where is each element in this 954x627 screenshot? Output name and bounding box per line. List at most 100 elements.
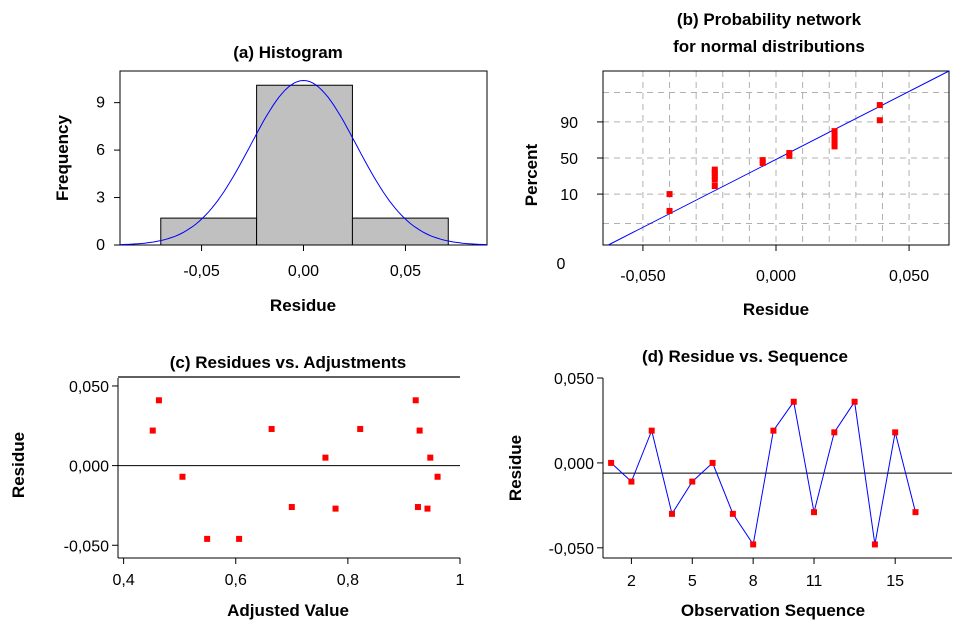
panel-a-plot: -0,05 0,00 0,05 0 3 6 9 <box>96 70 488 280</box>
sequence-line <box>610 400 916 546</box>
probability-point-15 <box>831 133 838 140</box>
panel-b: (b) Probability network for normal distr… <box>522 10 950 319</box>
panel-d-y-label: Residue <box>506 435 525 501</box>
probability-point-7 <box>711 166 718 173</box>
residual-point-4 <box>204 535 211 542</box>
residual-point-13 <box>416 427 423 434</box>
panel-a-y-tick-label-3: 6 <box>96 142 105 159</box>
probability-point-12 <box>831 143 838 150</box>
sequence-point-3 <box>648 427 655 434</box>
panel-c: (c) Residues vs. Adjustments Residue Adj… <box>9 353 465 620</box>
panel-c-x-tick-label-1: 0,4 <box>112 572 134 589</box>
residual-point-9 <box>332 505 339 512</box>
sequence-point-12 <box>831 429 838 436</box>
panel-a: (a) Histogram Frequency Residue -0,05 0,0… <box>53 43 488 315</box>
residual-point-10 <box>357 425 364 432</box>
probability-fit-line <box>608 70 950 246</box>
panel-b-y-label: Percent <box>522 143 541 206</box>
sequence-point-10 <box>790 398 797 405</box>
panel-d-y-tick-label-3: 0,050 <box>554 371 594 388</box>
panel-d: (d) Residue vs. Sequence Residue Observa… <box>506 347 952 620</box>
panel-d-x-tick-label-5: 15 <box>886 573 904 590</box>
panel-a-y-tick-label-1: 0 <box>96 237 105 254</box>
panel-d-y-tick-label-2: 0,000 <box>554 456 594 473</box>
panel-b-y-tick-label-1: 10 <box>560 187 578 204</box>
probability-point-14 <box>831 136 838 143</box>
panel-b-x-label: Residue <box>743 300 809 319</box>
panel-c-x-tick-label-4: 1 <box>456 572 465 589</box>
panel-c-x-label: Adjusted Value <box>227 601 349 620</box>
residual-point-16 <box>434 473 441 480</box>
residual-point-15 <box>427 454 434 461</box>
probability-point-3 <box>711 182 718 189</box>
probability-point-1 <box>666 207 673 214</box>
sequence-point-7 <box>729 510 736 517</box>
normal-fit-curve <box>119 79 488 246</box>
sequence-point-15 <box>892 429 899 436</box>
panel-d-y-tick-label-1: -0,050 <box>549 541 594 558</box>
panel-c-plot: 0,4 0,6 0,8 1 -0,050 0,000 0,050 <box>64 378 465 589</box>
panel-c-title: (c) Residues vs. Adjustments <box>170 353 407 372</box>
sequence-point-11 <box>811 509 818 516</box>
panel-a-x-tick-label-1: -0,05 <box>183 263 220 280</box>
residual-point-1 <box>149 427 156 434</box>
panel-b-x-tick-label-1: -0,050 <box>620 268 665 285</box>
sequence-point-9 <box>770 427 777 434</box>
residual-point-12 <box>414 504 421 511</box>
panel-a-y-label: Frequency <box>53 114 72 201</box>
panel-b-x-tick-label-3: 0,050 <box>889 268 929 285</box>
panel-d-x-tick-label-4: 11 <box>806 573 823 590</box>
panel-a-x-label: Residue <box>270 296 336 315</box>
sequence-point-14 <box>871 541 878 548</box>
probability-point-16 <box>831 128 838 135</box>
histogram-bar-3 <box>351 217 449 246</box>
sequence-point-13 <box>851 398 858 405</box>
panel-b-y-tick-label-2: 50 <box>560 151 578 168</box>
probability-point-5 <box>711 173 718 180</box>
panel-d-x-tick-label-2: 5 <box>688 573 697 590</box>
panel-a-y-label-group: Frequency <box>53 114 72 201</box>
sequence-point-2 <box>628 478 635 485</box>
residual-point-2 <box>155 397 162 404</box>
panel-b-title-line-1: (b) Probability network <box>677 10 862 29</box>
residual-point-11 <box>412 397 419 404</box>
residual-point-14 <box>424 505 431 512</box>
panel-c-x-tick-label-2: 0,6 <box>225 572 247 589</box>
panel-c-y-tick-label-3: 0,050 <box>69 379 109 396</box>
histogram-bar-1 <box>160 217 258 246</box>
panel-d-plot: 2 5 8 11 15 -0,050 0,000 0,050 <box>549 371 952 590</box>
panel-d-title: (d) Residue vs. Sequence <box>642 347 848 366</box>
residual-point-8 <box>322 454 329 461</box>
panel-a-x-tick-label-2: 0,00 <box>288 263 319 280</box>
panel-c-y-tick-label-1: -0,050 <box>64 538 109 555</box>
residual-point-5 <box>236 535 243 542</box>
panel-b-y-tick-label-3: 90 <box>560 115 578 132</box>
panel-c-y-tick-label-2: 0,000 <box>69 459 109 476</box>
sequence-point-8 <box>750 541 757 548</box>
panel-d-x-tick-label-1: 2 <box>627 573 636 590</box>
sequence-point-1 <box>608 459 615 466</box>
probability-point-11 <box>786 150 793 157</box>
probability-point-17 <box>876 117 883 124</box>
histogram-bar-2 <box>256 84 353 246</box>
probability-point-13 <box>831 140 838 147</box>
panel-d-x-label: Observation Sequence <box>681 601 865 620</box>
panel-a-title-text: (a) Histogram <box>233 43 343 62</box>
panel-a-y-tick-label-4: 9 <box>96 95 105 112</box>
probability-point-2 <box>666 191 673 198</box>
panel-b-title-line-2: for normal distributions <box>673 37 865 56</box>
residual-point-3 <box>179 473 186 480</box>
probability-point-6 <box>711 169 718 176</box>
panel-a-title: (a) Histogram <box>233 43 343 62</box>
panel-b-plot: -0,050 0,000 0,050 10 50 90 <box>560 70 950 285</box>
residual-point-6 <box>268 425 275 432</box>
residual-point-7 <box>288 504 295 511</box>
probability-point-9 <box>759 157 766 164</box>
sequence-point-16 <box>912 509 919 516</box>
sequence-point-5 <box>689 478 696 485</box>
panel-c-y-label: Residue <box>9 432 28 498</box>
panel-b-y-floor-label: 0 <box>557 256 566 273</box>
panel-a-y-tick-label-2: 3 <box>96 190 105 207</box>
probability-point-18 <box>876 102 883 109</box>
